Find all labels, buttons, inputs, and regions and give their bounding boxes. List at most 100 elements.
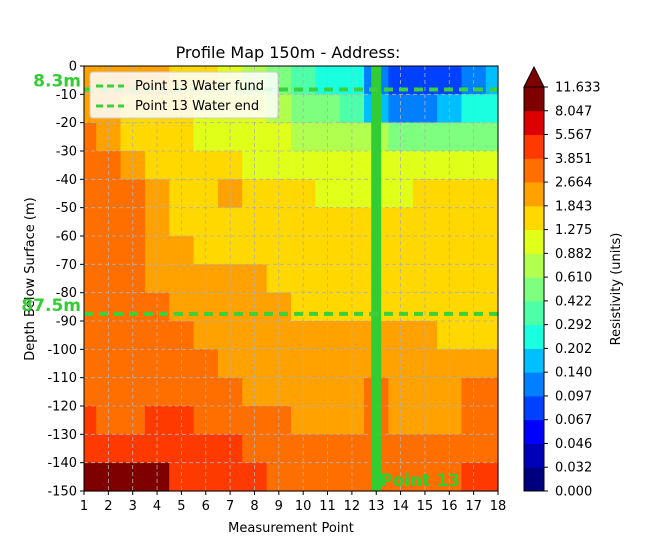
- x-tick-label: 11: [319, 499, 336, 514]
- x-tick-label: 8: [250, 499, 258, 514]
- colorbar-tick-label: 0.202: [555, 342, 592, 357]
- heatmap-cell: [485, 179, 499, 209]
- colorbar-bin: [524, 467, 544, 492]
- colorbar-tick-label: 0.882: [555, 247, 592, 262]
- colorbar-bin: [524, 324, 544, 349]
- colorbar-tick-label: 0.046: [555, 437, 592, 452]
- heatmap-cell: [84, 434, 97, 464]
- colorbar-bin: [524, 182, 544, 207]
- x-tick-label: 2: [104, 499, 112, 514]
- x-tick-label: 3: [129, 499, 137, 514]
- colorbar-bin: [524, 158, 544, 183]
- legend: Point 13 Water fund Point 13 Water end: [89, 71, 279, 119]
- colorbar-tick-label: 2.664: [555, 176, 592, 191]
- y-tick-label: 0: [69, 60, 77, 75]
- x-tick-label: 6: [202, 499, 210, 514]
- colorbar-extend-arrow: [523, 65, 545, 88]
- x-axis-label: Measurement Point: [228, 521, 354, 536]
- colorbar-tick-label: 0.292: [555, 318, 592, 333]
- colorbar-bin: [524, 134, 544, 159]
- heatmap-cells: [84, 66, 499, 492]
- heatmap-cell: [84, 377, 97, 407]
- x-tick-label: 10: [295, 499, 312, 514]
- heatmap-cell: [485, 321, 499, 350]
- x-tick-label: 13: [368, 499, 385, 514]
- x-tick-label: 17: [465, 499, 482, 514]
- legend-entry-water-fund: Point 13 Water fund: [135, 79, 264, 94]
- y-tick-label: -10: [56, 88, 77, 103]
- colorbar-bin: [524, 419, 544, 444]
- x-tick-label: 18: [490, 499, 507, 514]
- legend-entry-water-end: Point 13 Water end: [135, 99, 259, 114]
- colorbar-frame: [523, 86, 545, 492]
- plot-area: [83, 65, 499, 492]
- colorbar-tick-label: 0.140: [555, 366, 592, 381]
- y-tick-label: -40: [56, 173, 77, 188]
- point-13-label: Point 13: [380, 471, 460, 491]
- colorbar-tick-label: 11.633: [555, 81, 601, 96]
- colorbar-bin: [524, 87, 544, 112]
- y-tick-label: -150: [47, 485, 77, 500]
- heatmap-cell: [84, 179, 97, 209]
- heatmap-cell: [485, 462, 499, 492]
- colorbar-tick-label: 1.275: [555, 223, 592, 238]
- x-tick-label: 1: [80, 499, 88, 514]
- heatmap-cell: [485, 292, 499, 322]
- heatmap-cell: [84, 151, 97, 180]
- heatmap-cell: [485, 264, 499, 294]
- colorbar-bin: [524, 253, 544, 278]
- heatmap-cell: [84, 236, 97, 265]
- plot-frame: [83, 65, 499, 492]
- colorbar-tick-label: 0.610: [555, 271, 592, 286]
- colorbar-tick-label: 8.047: [555, 104, 592, 119]
- y-axis-ticks: 0 -10 -20 -30 -40 -50 -60 -70 -80 -90 -100 -110 -120…: [47, 60, 84, 500]
- colorbar-bin: [524, 300, 544, 326]
- colorbar-bin: [524, 372, 544, 397]
- water-depth-label-0: 8.3m: [33, 72, 81, 92]
- colorbar: 0.000 0.032 0.046 0.067 0.097 0.140 0.202 0.292…: [523, 65, 624, 500]
- heatmap-cell: [84, 122, 97, 152]
- colorbar-tick-label: 0.422: [555, 294, 592, 309]
- heatmap-cell: [84, 406, 97, 435]
- water-depth-label-1: 87.5m: [21, 296, 81, 316]
- y-tick-label: -140: [47, 456, 77, 471]
- heatmap-cell: [485, 151, 499, 180]
- colorbar-bin: [524, 277, 544, 302]
- y-tick-label: -120: [47, 400, 77, 415]
- colorbar-tick-label: 0.000: [555, 485, 592, 500]
- colorbar-ticks: 0.000 0.032 0.046 0.067 0.097 0.140 0.202 0.292…: [544, 81, 601, 500]
- heatmap-cell: [485, 406, 499, 435]
- colorbar-bin: [524, 395, 544, 421]
- x-tick-label: 7: [226, 499, 234, 514]
- y-tick-label: -30: [56, 145, 77, 160]
- heatmap-cell: [84, 321, 97, 350]
- x-tick-label: 12: [344, 499, 361, 514]
- chart-title: Profile Map 150m - Address:: [176, 43, 401, 62]
- y-axis-label: Depth Below Surface (m): [23, 197, 38, 360]
- colorbar-tick-label: 0.067: [555, 413, 592, 428]
- colorbar-label: Resistivity (units): [609, 233, 624, 346]
- colorbar-tick-label: 0.097: [555, 389, 592, 404]
- x-tick-label: 14: [392, 499, 409, 514]
- colorbar-tick-label: 0.032: [555, 461, 592, 476]
- heatmap-cell: [485, 434, 499, 464]
- y-tick-label: -90: [56, 315, 77, 330]
- heatmap-cell: [485, 94, 499, 124]
- y-tick-label: -100: [47, 343, 77, 358]
- legend-box: [89, 71, 279, 119]
- heatmap-cell: [485, 236, 499, 265]
- colorbar-bin: [524, 229, 544, 254]
- y-tick-label: -80: [56, 286, 77, 301]
- colorbar-bin: [524, 443, 544, 468]
- colorbar-tick-label: 1.843: [555, 199, 592, 214]
- heatmap-cell: [84, 207, 97, 237]
- x-axis-ticks: 1 2 3 4 5 6 7 8 9 10 11 12 13 14 15 16 17 18: [80, 491, 506, 514]
- y-tick-label: -50: [56, 201, 77, 216]
- colorbar-tick-label: 5.567: [555, 128, 592, 143]
- colorbar-tick-label: 3.851: [555, 152, 592, 167]
- heatmap-cell: [84, 462, 97, 492]
- colorbar-bin: [524, 110, 544, 136]
- colorbar-bin: [524, 205, 544, 231]
- heatmap-cell: [485, 349, 499, 379]
- annotation-labels: 8.3m 87.5m Point 13: [21, 72, 460, 491]
